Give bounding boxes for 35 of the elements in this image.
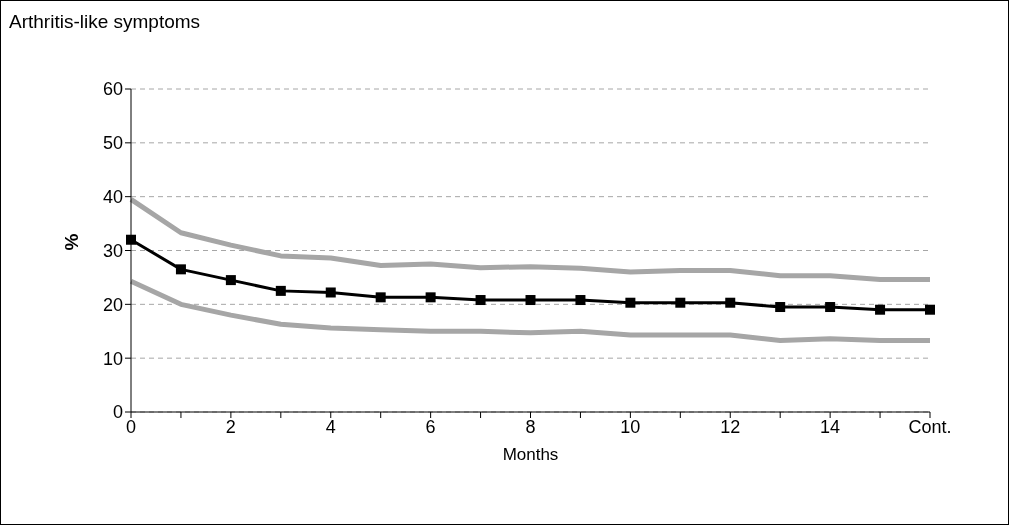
point bbox=[925, 304, 935, 315]
y-tick-label: 40 bbox=[102, 187, 123, 208]
y-tick-label: 60 bbox=[102, 79, 123, 100]
point bbox=[375, 292, 386, 303]
point bbox=[275, 285, 286, 296]
y-tick-label: 50 bbox=[102, 133, 123, 154]
point bbox=[725, 297, 736, 308]
chart-title: Arthritis-like symptoms bbox=[9, 11, 201, 33]
x-tick-label: 2 bbox=[225, 416, 236, 437]
x-tick-label: Cont. bbox=[908, 416, 952, 437]
point bbox=[875, 304, 886, 315]
point bbox=[775, 302, 786, 313]
x-tick-label: 10 bbox=[620, 416, 641, 437]
point bbox=[575, 295, 586, 306]
x-tick-label: 12 bbox=[720, 416, 741, 437]
point bbox=[825, 302, 836, 313]
x-tick-label: 14 bbox=[820, 416, 841, 437]
x-tick-label: 4 bbox=[325, 416, 336, 437]
y-tick-label: 30 bbox=[102, 240, 123, 261]
x-tick-label: 6 bbox=[425, 416, 436, 437]
point bbox=[625, 297, 636, 308]
x-tick-label: 0 bbox=[125, 416, 137, 437]
y-tick-label: 20 bbox=[102, 294, 123, 315]
x-axis-title: Months bbox=[502, 445, 559, 464]
point bbox=[425, 292, 436, 303]
y-tick-label: 10 bbox=[102, 348, 123, 369]
y-tick-label: 0 bbox=[112, 402, 123, 423]
point bbox=[225, 275, 236, 286]
point bbox=[325, 287, 336, 298]
x-tick-label: 8 bbox=[525, 416, 536, 437]
point bbox=[675, 297, 686, 308]
point bbox=[175, 264, 186, 275]
point bbox=[475, 295, 486, 306]
y-axis-title: % bbox=[60, 233, 82, 251]
point bbox=[525, 295, 536, 306]
